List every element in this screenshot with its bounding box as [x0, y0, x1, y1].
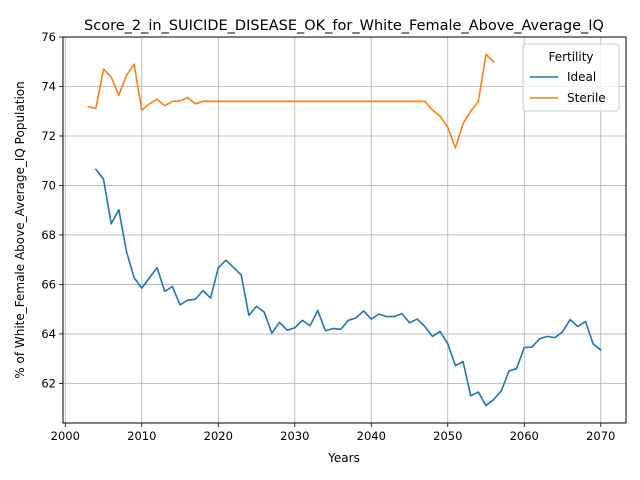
y-tick-label: 76: [41, 30, 56, 44]
series-line-ideal: [95, 168, 602, 407]
x-tick-label: 2070: [586, 429, 615, 443]
legend: Fertility Ideal Sterile: [522, 43, 620, 112]
y-axis: 62 64 66 68 70 72 74 76: [41, 30, 63, 390]
y-tick-label: 74: [41, 79, 56, 93]
legend-box: [522, 43, 620, 112]
y-tick-label: 62: [41, 376, 56, 390]
x-tick-label: 2020: [204, 429, 233, 443]
legend-label-ideal: Ideal: [567, 70, 596, 84]
legend-title: Fertility: [548, 50, 593, 64]
plot-frame: [62, 36, 627, 424]
x-axis: 2000 2010 2020 2030 2040 2050 2060 2070: [51, 423, 615, 443]
x-axis-label: Years: [327, 451, 360, 465]
y-tick-label: 64: [41, 327, 56, 341]
series-line-sterile: [87, 53, 495, 149]
x-tick-label: 2050: [433, 429, 462, 443]
grid: [63, 36, 626, 423]
legend-label-sterile: Sterile: [567, 91, 606, 105]
series-layer: [87, 53, 602, 407]
chart-title: Score_2_in_SUICIDE_DISEASE_OK_for_White_…: [84, 18, 604, 34]
y-tick-label: 66: [41, 277, 56, 291]
y-tick-label: 70: [41, 178, 56, 192]
x-tick-label: 2060: [510, 429, 539, 443]
x-tick-label: 2010: [127, 429, 156, 443]
y-tick-label: 68: [41, 228, 56, 242]
y-tick-label: 72: [41, 129, 56, 143]
x-tick-label: 2030: [280, 429, 309, 443]
x-tick-label: 2040: [357, 429, 386, 443]
y-axis-label: % of White_Female Above_Average_IQ Popul…: [13, 81, 27, 378]
x-tick-label: 2000: [51, 429, 80, 443]
